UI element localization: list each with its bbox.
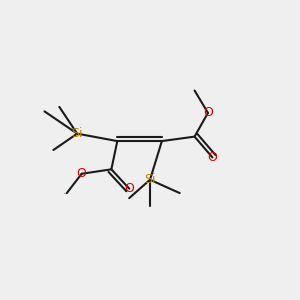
- Text: O: O: [124, 182, 134, 195]
- Text: Si: Si: [71, 127, 83, 140]
- Text: O: O: [77, 167, 87, 180]
- Text: Si: Si: [144, 173, 156, 186]
- Text: O: O: [203, 106, 213, 119]
- Text: O: O: [208, 151, 218, 164]
- Text: O—CH₃: O—CH₃: [64, 193, 69, 194]
